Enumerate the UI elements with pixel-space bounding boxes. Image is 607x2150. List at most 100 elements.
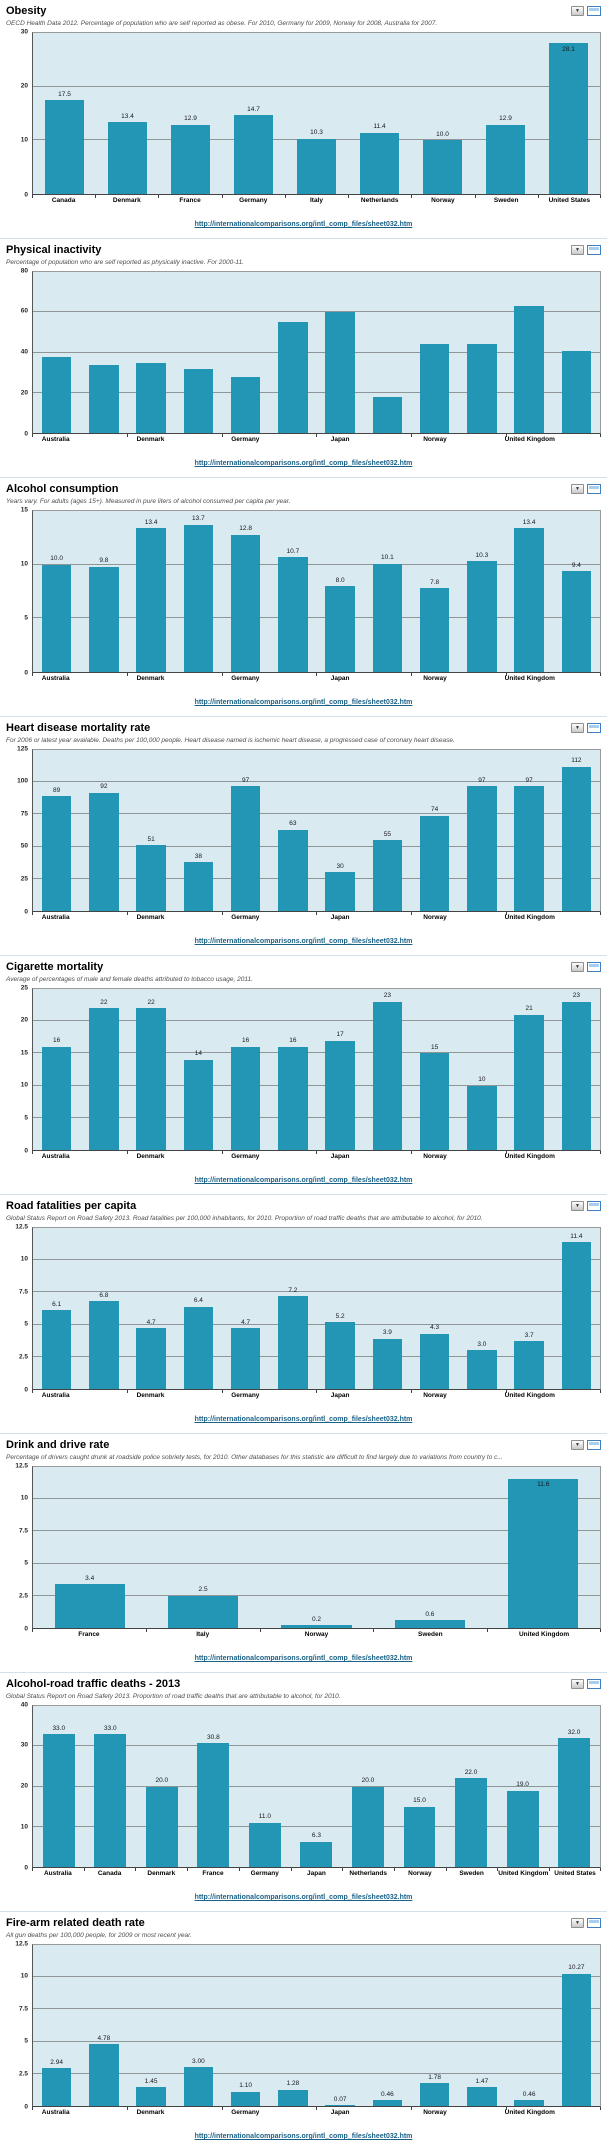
- x-axis-category: Japan: [316, 2107, 363, 2119]
- bar-value-label: 9.8: [99, 557, 109, 565]
- bar-value-label: 11.4: [373, 123, 386, 131]
- bar: [136, 2087, 166, 2106]
- bar-value-label: 2.5: [198, 1586, 208, 1594]
- x-axis-label: Japan: [330, 1392, 350, 1399]
- x-axis-category: Germany: [221, 195, 285, 207]
- chart-source-link[interactable]: http://internationalcomparisons.org/intl…: [194, 2133, 413, 2140]
- chart-window-icon[interactable]: [587, 723, 601, 733]
- x-axis-category: [269, 434, 316, 446]
- chart-source-link[interactable]: http://internationalcomparisons.org/intl…: [194, 1177, 413, 1184]
- chart-filter-icon[interactable]: ▼: [571, 484, 584, 494]
- x-axis-category: Norway: [259, 1629, 374, 1641]
- x-axis-tick: [411, 195, 413, 198]
- chart-filter-icon[interactable]: ▼: [571, 1440, 584, 1450]
- x-axis-category: [269, 912, 316, 924]
- chart-filter-icon[interactable]: ▼: [571, 1918, 584, 1928]
- y-tick-label: 5: [24, 1114, 28, 1122]
- chart-window-icon[interactable]: [587, 1918, 601, 1928]
- bar-slot: [175, 272, 222, 433]
- bar-slot: 1.47: [458, 1945, 505, 2106]
- bar-slot: 4.7: [128, 1228, 175, 1389]
- bar-value-label: 21: [525, 1005, 533, 1013]
- chart-source-link[interactable]: http://internationalcomparisons.org/intl…: [194, 460, 413, 467]
- bar: [183, 1059, 214, 1150]
- chart-subtitle: OECD Health Data 2012. Percentage of pop…: [6, 20, 438, 27]
- chart-source-link[interactable]: http://internationalcomparisons.org/intl…: [194, 1416, 413, 1423]
- bar: [372, 840, 403, 911]
- x-axis-category: Canada: [32, 195, 95, 207]
- bar: [372, 1001, 403, 1150]
- x-axis-label: United Kingdom: [498, 1870, 549, 1877]
- x-axis-label: Denmark: [136, 1392, 165, 1399]
- x-axis-category: [459, 912, 506, 924]
- y-tick-label: 10: [20, 1255, 28, 1263]
- bar-value-label: 0.2: [311, 1615, 321, 1623]
- x-axis-category: Sweden: [474, 195, 538, 207]
- gridline: [33, 1355, 600, 1357]
- x-axis-label: Denmark: [136, 914, 165, 921]
- chart-source-link[interactable]: http://internationalcomparisons.org/intl…: [194, 938, 413, 945]
- x-axis-tick: [238, 1868, 240, 1871]
- chart-filter-icon[interactable]: ▼: [571, 723, 584, 733]
- chart-window-icon[interactable]: [587, 6, 601, 16]
- bar-value-label: 97: [525, 776, 533, 784]
- gridline: [33, 781, 600, 783]
- chart-source-link[interactable]: http://internationalcomparisons.org/intl…: [194, 1894, 413, 1901]
- x-axis-label: United States: [548, 197, 591, 204]
- chart-filter-icon[interactable]: ▼: [571, 1679, 584, 1689]
- chart-window-icon[interactable]: [587, 1201, 601, 1211]
- chart-filter-icon[interactable]: ▼: [571, 6, 584, 16]
- x-axis-category: [459, 1390, 506, 1402]
- chart-filter-icon[interactable]: ▼: [571, 245, 584, 255]
- plot-area: 89 92 51 38 97 63 30 55 74 97 97 112: [32, 749, 601, 912]
- x-axis-tick: [497, 1868, 499, 1871]
- bar-slot: 13.4: [506, 511, 553, 672]
- chart-source-link[interactable]: http://internationalcomparisons.org/intl…: [194, 699, 413, 706]
- plot: 0 5 10 15 20 25 16 22 22 14 16 16 17 23 15 10 21 23: [6, 984, 601, 1153]
- bar: [136, 528, 166, 672]
- chart-source-link[interactable]: http://internationalcomparisons.org/intl…: [194, 1655, 413, 1662]
- bar-value-label: 1.28: [286, 2080, 300, 2088]
- x-axis-label: Germany: [231, 436, 260, 443]
- x-axis-tick: [506, 1390, 508, 1393]
- bar-value-label: 3.4: [85, 1574, 95, 1582]
- chart-section: Fire-arm related death rate ▼ All gun de…: [0, 1911, 607, 2150]
- source-link-row: http://internationalcomparisons.org/intl…: [6, 691, 601, 709]
- x-axis-label: Australia: [41, 675, 70, 682]
- source-link-row: http://internationalcomparisons.org/intl…: [6, 930, 601, 948]
- gridline: [33, 2072, 600, 2074]
- x-axis-tick: [506, 912, 508, 915]
- chart-filter-icon[interactable]: ▼: [571, 962, 584, 972]
- chart-window-icon[interactable]: [587, 245, 601, 255]
- chart-window-icon[interactable]: [587, 484, 601, 494]
- gridline: [33, 1020, 600, 1022]
- y-tick-label: 12.5: [15, 1461, 28, 1469]
- bars: [33, 272, 600, 433]
- bar-slot: 3.4: [33, 1467, 146, 1628]
- x-axis-tick: [600, 1390, 601, 1393]
- x-axis-category: [364, 1151, 411, 1163]
- chart-source-link[interactable]: http://internationalcomparisons.org/intl…: [194, 221, 413, 228]
- bar-slot: 15.0: [394, 1706, 446, 1867]
- y-tick-label: 80: [20, 266, 28, 274]
- gridline: [33, 391, 600, 393]
- bar-value-label: 13.7: [192, 515, 205, 523]
- x-axis: Australia Canada Denmark France Germany Japan…: [32, 1868, 601, 1880]
- chart-toolbar: ▼: [571, 484, 601, 494]
- x-axis: Australia Denmark Germany Japan Norway United…: [32, 912, 601, 924]
- x-axis-category: Denmark: [95, 195, 158, 207]
- chart-window-icon[interactable]: [587, 1440, 601, 1450]
- x-axis-label: Japan: [330, 436, 350, 443]
- x-axis-tick: [316, 2107, 318, 2110]
- chevron-down-icon: ▼: [575, 7, 580, 14]
- x-axis-label: Australia: [41, 1153, 70, 1160]
- chart-window-icon[interactable]: [587, 962, 601, 972]
- x-axis-label: Australia: [43, 1870, 72, 1877]
- chart-header: Alcohol consumption ▼: [6, 483, 601, 496]
- x-axis-tick: [145, 1629, 147, 1632]
- x-axis-tick: [95, 195, 97, 198]
- bar-slot: 11.4: [348, 33, 411, 194]
- chart-filter-icon[interactable]: ▼: [571, 1201, 584, 1211]
- chart-window-icon[interactable]: [587, 1679, 601, 1689]
